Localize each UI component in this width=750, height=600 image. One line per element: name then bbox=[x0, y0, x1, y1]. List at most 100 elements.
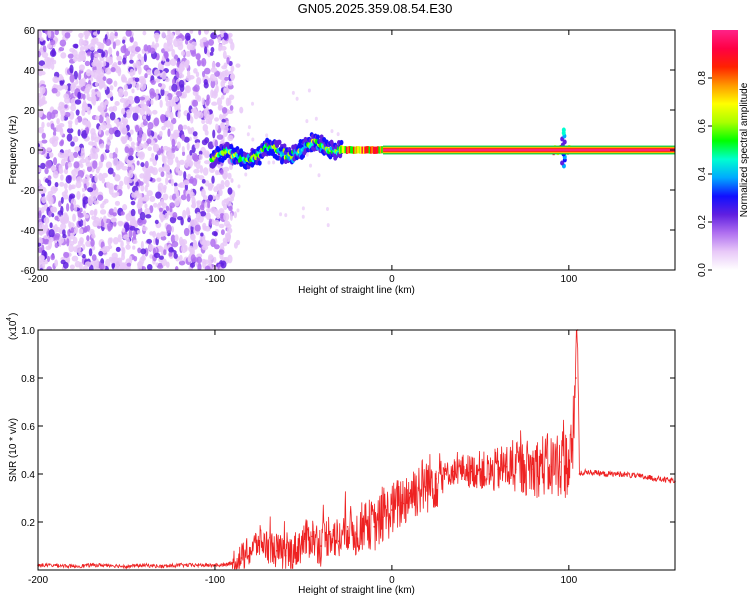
heatmap-speckle bbox=[110, 218, 117, 223]
heatmap-speckle bbox=[291, 90, 295, 95]
snr-data-point bbox=[559, 461, 561, 463]
heatmap-speckle bbox=[186, 142, 190, 151]
snr-data-point bbox=[178, 564, 181, 566]
heatmap-speckle bbox=[163, 184, 167, 190]
heatmap-speckle bbox=[215, 183, 223, 191]
heatmap-speckle bbox=[101, 246, 108, 254]
heatmap-speckle bbox=[78, 32, 84, 39]
x-tick-label: 100 bbox=[560, 575, 577, 586]
heatmap-speckle bbox=[204, 129, 209, 136]
snr-data-point bbox=[329, 530, 331, 533]
heatmap-speckle bbox=[40, 45, 44, 52]
heatmap-speckle bbox=[79, 158, 86, 164]
snr-data-point bbox=[54, 564, 57, 566]
heatmap-speckle bbox=[217, 36, 221, 44]
heatmap-speckle bbox=[226, 56, 230, 65]
heatmap-speckle bbox=[66, 133, 73, 142]
heatmap-speckle bbox=[163, 249, 167, 256]
heatmap-speckle bbox=[141, 254, 145, 260]
heatmap-speckle bbox=[227, 135, 234, 142]
heatmap-speckle bbox=[90, 238, 95, 247]
heatmap-speckle bbox=[207, 38, 215, 46]
heatmap-line bbox=[379, 146, 383, 154]
heatmap-speckle bbox=[137, 260, 143, 269]
heatmap-speckle bbox=[77, 91, 82, 100]
heatmap-speckle bbox=[91, 234, 96, 239]
heatmap-speckle bbox=[143, 141, 148, 149]
y-scale-suffix: ) bbox=[8, 313, 19, 316]
heatmap-speckle bbox=[46, 194, 52, 202]
heatmap-speckle bbox=[160, 198, 165, 206]
heatmap-speckle bbox=[201, 97, 205, 106]
heatmap-speckle bbox=[117, 220, 124, 226]
heatmap-speckle bbox=[149, 157, 154, 162]
heatmap-speckle bbox=[105, 123, 112, 129]
heatmap-speckle bbox=[166, 43, 174, 52]
heatmap-speckle bbox=[132, 230, 137, 239]
heatmap-speckle bbox=[189, 262, 196, 268]
heatmap-speckle bbox=[147, 122, 154, 130]
heatmap-speckle bbox=[305, 152, 309, 157]
heatmap-speckle bbox=[140, 240, 144, 250]
snr-data-point bbox=[284, 554, 287, 557]
heatmap-speckle bbox=[46, 147, 52, 152]
heatmap-speckle bbox=[81, 187, 86, 193]
heatmap-speckle bbox=[116, 55, 122, 62]
heatmap-speckle bbox=[53, 187, 59, 192]
heatmap-speckle bbox=[237, 184, 241, 189]
heatmap-speckle bbox=[222, 50, 227, 60]
heatmap-speckle bbox=[112, 212, 117, 217]
heatmap-speckle bbox=[116, 50, 120, 57]
heatmap-speckle bbox=[174, 234, 179, 242]
heatmap-speckle bbox=[301, 214, 305, 219]
heatmap-speckle bbox=[97, 194, 104, 201]
heatmap-speckle bbox=[136, 134, 142, 144]
heatmap-speckle bbox=[326, 223, 330, 228]
heatmap-speckle bbox=[107, 237, 112, 246]
heatmap-speckle bbox=[90, 128, 96, 136]
snr-data-point bbox=[568, 463, 570, 466]
heatmap-line bbox=[352, 146, 356, 154]
snr-data-point bbox=[249, 550, 252, 552]
heatmap-speckle bbox=[60, 196, 64, 204]
heatmap-speckle bbox=[180, 50, 186, 56]
heatmap-speckle bbox=[103, 84, 108, 91]
heatmap-speckle bbox=[68, 244, 74, 253]
snr-data-point bbox=[364, 521, 367, 523]
heatmap-speckle bbox=[235, 239, 241, 246]
heatmap-speckle bbox=[62, 212, 68, 217]
heatmap-speckle bbox=[165, 110, 172, 118]
heatmap-speckle bbox=[336, 132, 340, 137]
heatmap-speckle bbox=[193, 168, 200, 174]
heatmap-speckle bbox=[198, 30, 202, 36]
heatmap-speckle bbox=[196, 253, 203, 259]
heatmap-speckle bbox=[46, 122, 51, 128]
heatmap-spike bbox=[560, 160, 565, 166]
heatmap-speckle bbox=[115, 164, 121, 171]
snr-data-point bbox=[391, 509, 393, 511]
heatmap-speckle bbox=[201, 200, 205, 209]
heatmap-speckle bbox=[59, 80, 64, 86]
heatmap-speckle bbox=[128, 147, 134, 157]
heatmap-speckle bbox=[201, 36, 208, 43]
heatmap-speckle bbox=[125, 244, 131, 250]
heatmap-speckle bbox=[183, 227, 190, 237]
heatmap-speckle bbox=[103, 155, 107, 161]
heatmap-speckle bbox=[140, 248, 147, 255]
snr-data-point bbox=[293, 550, 296, 552]
heatmap-speckle bbox=[168, 252, 173, 257]
heatmap-speckle bbox=[99, 42, 105, 50]
heatmap-speckle bbox=[64, 32, 71, 39]
heatmap-speckle bbox=[73, 205, 78, 212]
heatmap-line bbox=[367, 146, 370, 154]
heatmap-speckle bbox=[93, 73, 100, 80]
heatmap-speckle bbox=[98, 79, 105, 88]
snr-data-point bbox=[638, 475, 641, 478]
heatmap-speckle bbox=[78, 261, 83, 270]
heatmap-speckle bbox=[215, 123, 219, 131]
heatmap-line bbox=[360, 146, 363, 154]
heatmap-speckle bbox=[186, 70, 191, 77]
heatmap-speckle bbox=[93, 200, 99, 205]
heatmap-speckle bbox=[60, 205, 64, 214]
